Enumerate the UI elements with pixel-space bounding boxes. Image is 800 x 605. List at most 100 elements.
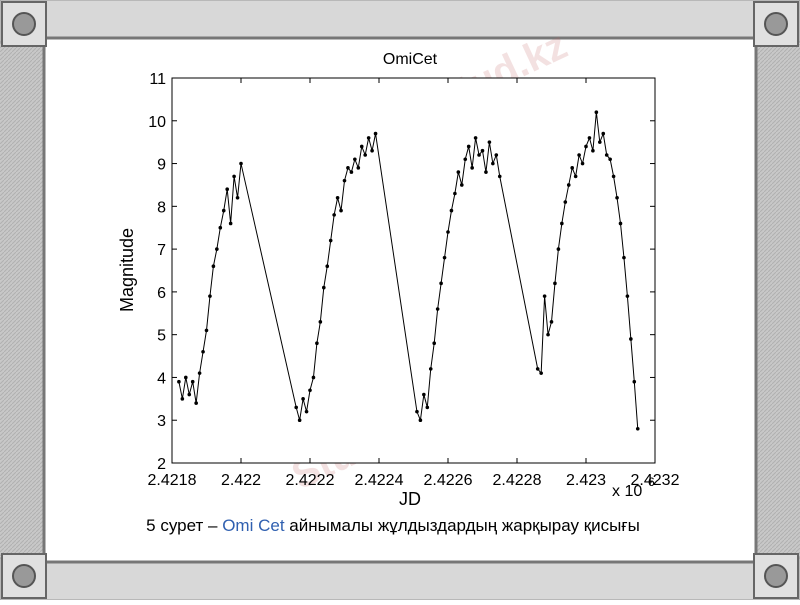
data-point bbox=[598, 140, 602, 144]
data-point bbox=[473, 136, 478, 140]
data-point bbox=[535, 367, 540, 371]
chart-title: OmiCet bbox=[383, 51, 438, 68]
data-point bbox=[201, 349, 205, 354]
data-point bbox=[301, 397, 305, 401]
x-multiplier-exponent: 6 bbox=[648, 475, 655, 489]
data-point bbox=[297, 418, 302, 423]
data-point bbox=[194, 401, 198, 405]
data-point bbox=[370, 148, 374, 153]
data-point bbox=[446, 230, 450, 234]
data-point bbox=[484, 170, 488, 174]
top-bar bbox=[0, 0, 800, 43]
data-point bbox=[349, 170, 354, 174]
data-point bbox=[294, 405, 299, 410]
data-point bbox=[366, 136, 371, 140]
data-point bbox=[335, 195, 340, 200]
data-point bbox=[615, 195, 619, 200]
data-point bbox=[177, 379, 181, 384]
y-tick-label: 6 bbox=[157, 285, 166, 302]
caption: 5 сурет – Omi Cet айнымалы жұлдыздардың … bbox=[146, 516, 640, 535]
data-point bbox=[197, 371, 202, 375]
y-tick-label: 2 bbox=[157, 456, 166, 473]
data-point bbox=[632, 379, 637, 384]
data-point bbox=[311, 375, 316, 380]
data-point bbox=[425, 405, 430, 410]
data-point bbox=[418, 418, 423, 423]
data-point bbox=[184, 375, 188, 380]
data-point bbox=[625, 294, 630, 298]
data-point bbox=[622, 255, 626, 260]
y-tick-label: 5 bbox=[157, 328, 166, 345]
data-point bbox=[556, 247, 561, 251]
data-point bbox=[308, 388, 312, 393]
data-point bbox=[211, 264, 216, 269]
x-axis-label: JD bbox=[399, 489, 421, 509]
data-point bbox=[180, 397, 185, 401]
data-point bbox=[339, 208, 343, 213]
x-tick-label: 2.4232 bbox=[631, 472, 680, 489]
data-point bbox=[428, 367, 433, 371]
data-point bbox=[315, 341, 319, 346]
y-axis-label: Magnitude bbox=[117, 228, 137, 312]
data-point bbox=[573, 174, 578, 179]
data-point bbox=[580, 161, 585, 166]
data-point bbox=[373, 131, 378, 136]
data-point bbox=[629, 337, 633, 341]
y-tick-label: 4 bbox=[157, 370, 166, 387]
data-point bbox=[456, 170, 461, 174]
data-point bbox=[587, 136, 592, 140]
data-point bbox=[415, 409, 419, 414]
data-point bbox=[342, 178, 347, 183]
x-tick-label: 2.423 bbox=[566, 472, 606, 489]
data-point bbox=[318, 320, 323, 324]
data-point bbox=[235, 195, 240, 200]
data-point bbox=[442, 255, 447, 260]
caption-prefix: 5 сурет – bbox=[146, 516, 222, 535]
data-point bbox=[228, 221, 233, 226]
data-point bbox=[608, 157, 612, 162]
data-point bbox=[304, 409, 309, 414]
data-point bbox=[187, 392, 192, 397]
data-point bbox=[332, 213, 336, 217]
data-point bbox=[225, 187, 229, 192]
data-point bbox=[601, 131, 606, 136]
data-point bbox=[497, 174, 502, 179]
data-point bbox=[328, 238, 333, 243]
data-point bbox=[215, 247, 219, 251]
data-point bbox=[480, 148, 485, 153]
data-point bbox=[439, 281, 443, 286]
data-point bbox=[635, 426, 640, 431]
y-tick-label: 8 bbox=[157, 199, 166, 216]
x-tick-label: 2.4228 bbox=[493, 472, 542, 489]
data-point bbox=[232, 174, 236, 179]
data-point bbox=[239, 161, 243, 166]
data-point bbox=[594, 110, 599, 115]
data-point bbox=[604, 153, 609, 157]
data-point bbox=[204, 328, 209, 333]
data-point bbox=[432, 341, 437, 346]
y-tick-label: 3 bbox=[157, 413, 166, 430]
data-point bbox=[453, 191, 457, 196]
data-point bbox=[618, 221, 623, 226]
data-point bbox=[356, 166, 361, 170]
data-point bbox=[546, 332, 550, 337]
data-point bbox=[491, 161, 495, 166]
data-point bbox=[570, 166, 574, 170]
data-point bbox=[470, 166, 474, 170]
caption-text: айнымалы жұлдыздардың жарқырау қисығы bbox=[285, 516, 640, 535]
data-point bbox=[363, 153, 368, 157]
y-tick-label: 9 bbox=[157, 157, 166, 174]
x-tick-label: 2.422 bbox=[221, 472, 261, 489]
y-tick-label: 11 bbox=[149, 71, 166, 88]
y-tick-label: 7 bbox=[157, 242, 166, 259]
data-point bbox=[359, 144, 364, 149]
x-tick-label: 2.4226 bbox=[424, 472, 473, 489]
caption-object: Omi Cet bbox=[222, 516, 285, 535]
data-point bbox=[553, 281, 557, 286]
data-point bbox=[560, 221, 564, 226]
data-point bbox=[466, 144, 471, 149]
data-point bbox=[494, 153, 499, 157]
data-point bbox=[190, 379, 195, 384]
